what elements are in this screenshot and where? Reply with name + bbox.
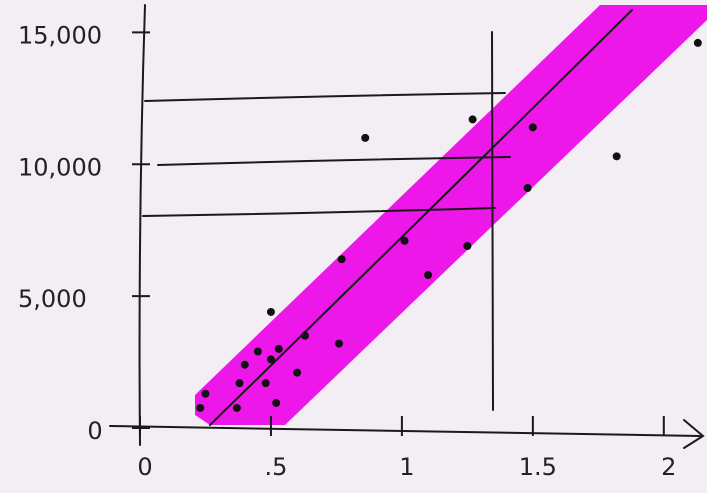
point <box>241 361 249 369</box>
y-tick-label: 10,000 <box>18 153 102 181</box>
point <box>694 39 702 47</box>
y-tick-label: 15,000 <box>18 21 102 49</box>
point <box>293 369 301 377</box>
guide-line <box>492 32 493 410</box>
x-tick-label: 1.5 <box>519 453 557 481</box>
point <box>262 379 270 387</box>
point <box>254 348 262 356</box>
point <box>335 340 343 348</box>
point <box>275 345 283 353</box>
point <box>236 379 244 387</box>
y-tick-label: 0 <box>87 417 102 445</box>
point <box>338 255 346 263</box>
point <box>201 390 209 398</box>
point <box>267 308 275 316</box>
x-tick-label: .5 <box>264 453 287 481</box>
point <box>361 134 369 142</box>
point <box>267 355 275 363</box>
point <box>196 404 204 412</box>
point <box>233 404 241 412</box>
y-tick-label: 5,000 <box>18 285 87 313</box>
point <box>272 399 280 407</box>
point <box>463 242 471 250</box>
point <box>469 115 477 123</box>
chart: 0 .5 1 1.5 2 0 5,000 10,000 15,000 <box>0 0 707 493</box>
x-tick-label: 1 <box>399 453 414 481</box>
point <box>424 271 432 279</box>
x-tick-label: 2 <box>661 453 676 481</box>
point <box>301 332 309 340</box>
point <box>401 237 409 245</box>
point <box>529 123 537 131</box>
point <box>613 152 621 160</box>
x-tick-label: 0 <box>137 453 152 481</box>
point <box>524 184 532 192</box>
